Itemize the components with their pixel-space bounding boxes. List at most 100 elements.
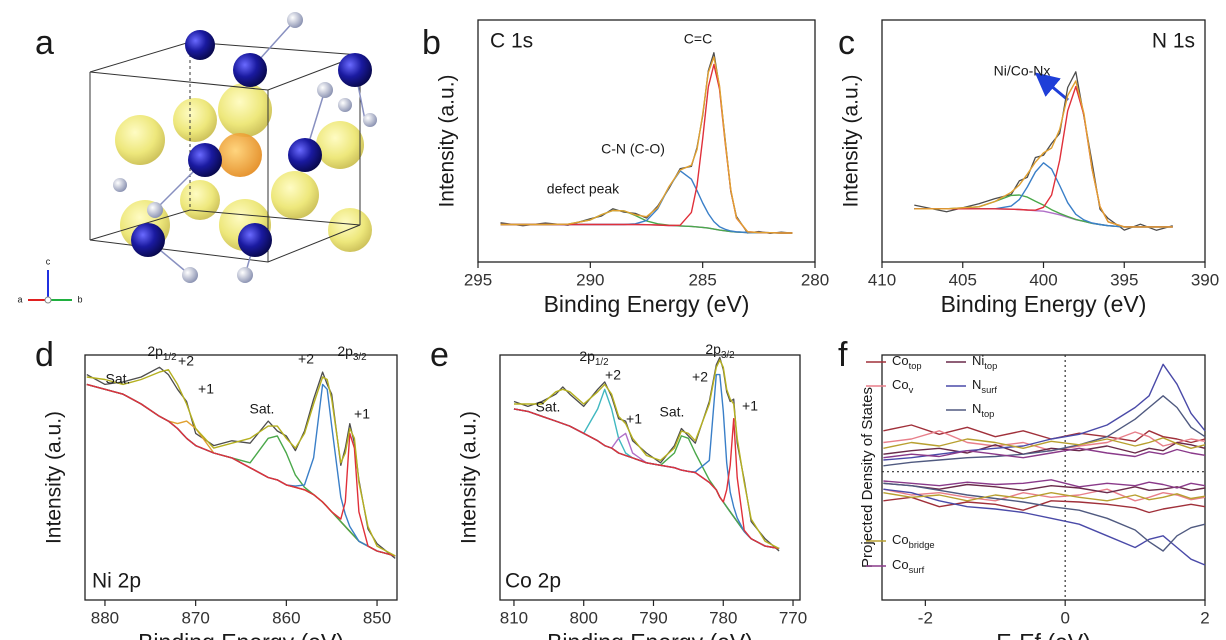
annotation: 2p1/2 <box>579 348 608 368</box>
annotation: +1 <box>198 381 214 397</box>
x-tick-label: 790 <box>639 608 667 627</box>
legend-name: Co <box>892 377 909 392</box>
legend-label: Ntop <box>972 401 994 419</box>
annotation: C-N (C-O) <box>601 141 665 157</box>
annotation: +2 <box>605 367 621 383</box>
legend-label: Cobridge <box>892 532 935 550</box>
panel-title: Ni 2p <box>92 570 141 593</box>
legend-label: Nitop <box>972 353 997 371</box>
annotation: +2 <box>692 369 708 385</box>
legend-label: Cosurf <box>892 557 925 575</box>
x-tick-label: 850 <box>363 608 391 627</box>
plot-frame <box>882 20 1205 262</box>
axis-label: c <box>46 256 51 266</box>
annotation: Sat. <box>106 371 131 387</box>
annotation: Ni/Co-Nx <box>994 63 1051 79</box>
legend-subscript: top <box>909 361 922 371</box>
data-line <box>883 438 1205 449</box>
panel-title: C 1s <box>490 30 533 53</box>
legend-label: Cotop <box>892 353 922 371</box>
x-tick-label: 395 <box>1110 270 1138 289</box>
x-tick-label: 400 <box>1029 270 1057 289</box>
x-axis-label: Binding Energy (eV) <box>138 629 344 640</box>
data-line <box>514 409 779 549</box>
data-line <box>501 211 793 234</box>
annotation: Sat. <box>250 401 275 417</box>
legend-name: N <box>972 401 981 416</box>
x-tick-label: 285 <box>688 270 716 289</box>
y-axis-label: Intensity (a.u.) <box>43 411 66 544</box>
panel-title: Co 2p <box>505 570 561 593</box>
annotation: Sat. <box>536 399 561 415</box>
legend-name: Ni <box>972 353 984 368</box>
axis-label: b <box>77 294 82 304</box>
x-tick-label: -2 <box>918 608 933 627</box>
plot-frame <box>85 355 397 600</box>
panel-title: N 1s <box>1152 30 1195 53</box>
panel-label: b <box>422 24 441 62</box>
legend-name: Co <box>892 353 909 368</box>
x-axis-label: E-Ef (eV) <box>996 629 1091 640</box>
panel-label: e <box>430 336 449 374</box>
data-line <box>514 409 779 549</box>
x-tick-label: 860 <box>272 608 300 627</box>
panel-label: c <box>838 24 855 62</box>
annotation-subscript: 1/2 <box>163 352 177 363</box>
annotation-arrow <box>1044 80 1068 100</box>
crystal-structure <box>90 12 377 283</box>
annotation: 2p3/2 <box>337 343 366 363</box>
annotation-subscript: 3/2 <box>721 350 735 361</box>
x-axis-label: Binding Energy (eV) <box>941 291 1147 317</box>
x-tick-label: 800 <box>570 608 598 627</box>
x-tick-label: 410 <box>868 270 896 289</box>
x-axis-label: Binding Energy (eV) <box>547 629 753 640</box>
annotation: +1 <box>626 411 642 427</box>
legend-name: Co <box>892 532 909 547</box>
legend-subscript: v <box>909 385 914 395</box>
x-tick-label: 880 <box>91 608 119 627</box>
x-tick-label: 770 <box>779 608 807 627</box>
annotation-subscript: 3/2 <box>353 352 367 363</box>
y-axis-label: Intensity (a.u.) <box>436 74 459 207</box>
x-tick-label: 405 <box>949 270 977 289</box>
annotation-text: 2p <box>147 343 163 359</box>
x-tick-label: 290 <box>576 270 604 289</box>
data-line <box>514 409 779 549</box>
panel-label: f <box>838 336 848 374</box>
legend-name: N <box>972 377 981 392</box>
annotation-text: 2p <box>579 348 595 364</box>
annotation: +2 <box>298 351 314 367</box>
data-line <box>914 163 1172 227</box>
annotation: +1 <box>354 406 370 422</box>
x-tick-label: 2 <box>1200 608 1209 627</box>
annotation: 2p3/2 <box>705 341 734 361</box>
data-line <box>514 360 779 549</box>
figure: a c a b b295290285280Binding Energy (eV)… <box>0 0 1226 640</box>
annotation: defect peak <box>547 181 620 197</box>
axis-triad <box>28 270 72 303</box>
x-tick-label: 870 <box>181 608 209 627</box>
x-axis-label: Binding Energy (eV) <box>544 291 750 317</box>
annotation: 2p1/2 <box>147 343 176 363</box>
y-axis-label: Intensity (a.u.) <box>458 411 481 544</box>
x-tick-label: 780 <box>709 608 737 627</box>
axis-label: a <box>17 294 22 304</box>
x-tick-label: 295 <box>464 270 492 289</box>
data-line <box>883 489 1205 565</box>
data-line <box>914 209 1172 227</box>
data-line <box>514 409 779 549</box>
annotation-text: 2p <box>337 343 353 359</box>
annotation: +1 <box>742 398 758 414</box>
data-line <box>87 384 395 556</box>
legend-label: Cov <box>892 377 914 395</box>
legend-name: Co <box>892 557 909 572</box>
annotation: C=C <box>684 31 712 47</box>
legend-label: Nsurf <box>972 377 997 395</box>
legend-subscript: bridge <box>909 540 935 550</box>
x-tick-label: 810 <box>500 608 528 627</box>
legend-subscript: top <box>981 409 994 419</box>
panel-label: a <box>35 24 54 62</box>
legend-subscript: top <box>984 361 997 371</box>
legend-subscript: surf <box>981 385 997 395</box>
annotation: +2 <box>178 353 194 369</box>
